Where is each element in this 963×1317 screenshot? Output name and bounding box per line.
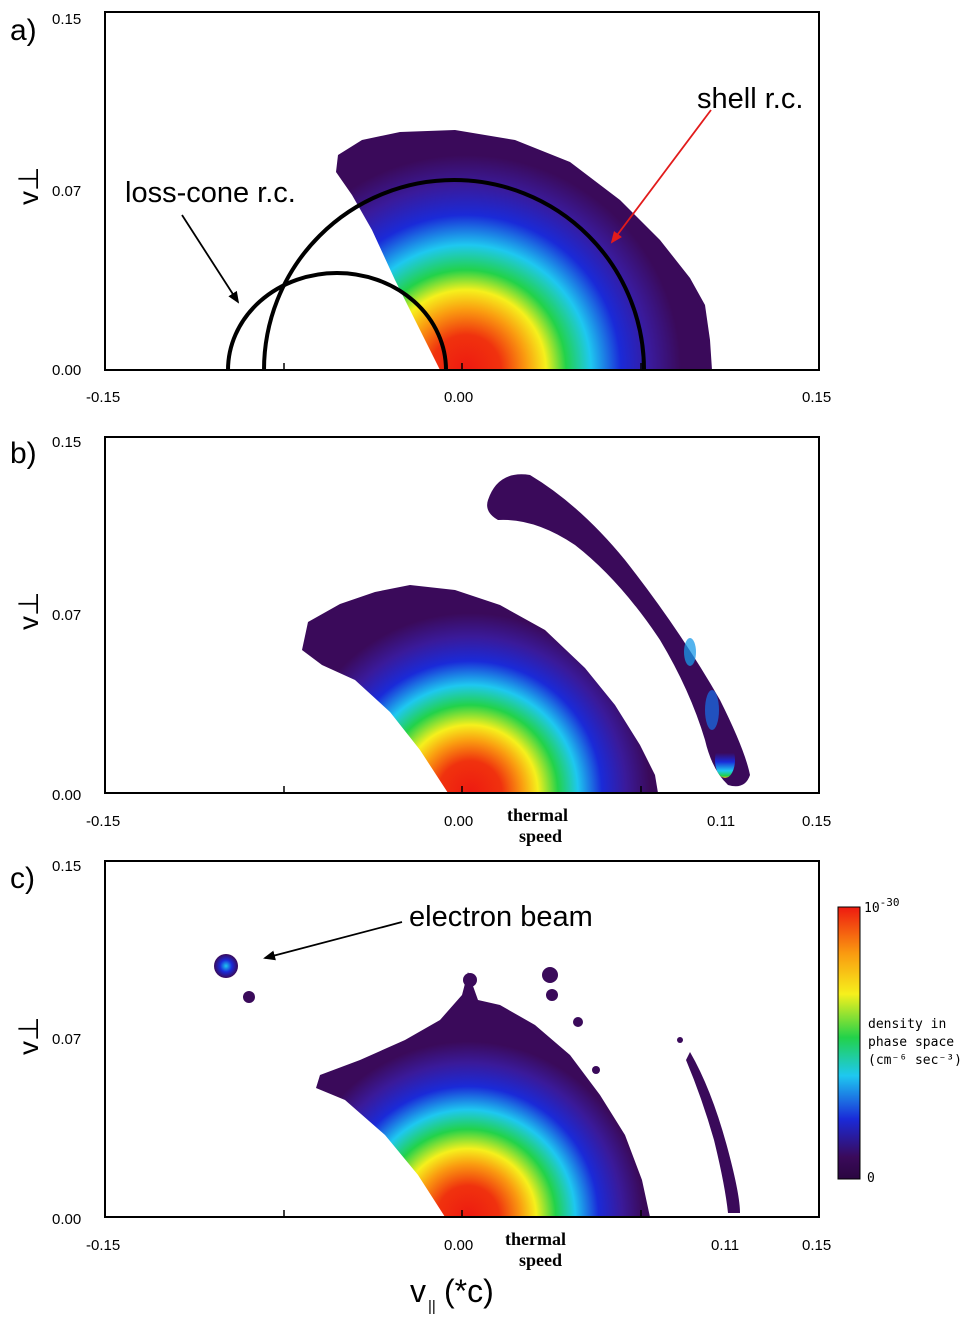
panel-a-distribution bbox=[336, 130, 712, 370]
svg-text:(*c): (*c) bbox=[444, 1273, 494, 1309]
panel-c-ytick-mid: 0.07 bbox=[52, 1031, 81, 1048]
panel-a-ylabel: v⊥ bbox=[13, 167, 44, 205]
panel-b-letter: b) bbox=[10, 437, 37, 470]
panel-c-ytick-top: 0.15 bbox=[52, 858, 81, 875]
panel-c-letter: c) bbox=[10, 862, 35, 895]
panel-b-xtick-zero: 0.00 bbox=[444, 813, 473, 830]
panel-a-xtick-right: 0.15 bbox=[802, 389, 831, 406]
panel-b: b) 0.15 0.07 0.00 v⊥ -0.15 0.00 0.11 0.1… bbox=[10, 434, 831, 846]
panel-c-xtick-zero: 0.00 bbox=[444, 1237, 473, 1254]
panel-c-distribution bbox=[316, 972, 650, 1217]
electron-beam-arrow bbox=[263, 921, 403, 961]
panel-c-xtick-011: 0.11 bbox=[711, 1237, 739, 1254]
panel-a-ytick-mid: 0.07 bbox=[52, 183, 81, 200]
panel-b-xtick-left: -0.15 bbox=[86, 813, 120, 830]
panel-b-thermal-label: thermal bbox=[507, 805, 568, 825]
colorbar-gradient bbox=[837, 906, 861, 1180]
colorbar-title-line2: phase space bbox=[868, 1035, 954, 1050]
panel-a-xtick-zero: 0.00 bbox=[444, 389, 473, 406]
colorbar: 10-30 0 density in phase space (cm⁻⁶ sec… bbox=[837, 896, 962, 1186]
panel-b-ytick-bottom: 0.00 bbox=[52, 787, 81, 804]
panel-c-xtick-left: -0.15 bbox=[86, 1237, 120, 1254]
colorbar-title-line1: density in bbox=[868, 1017, 946, 1032]
colorbar-title-line3: (cm⁻⁶ sec⁻³) bbox=[868, 1053, 962, 1068]
panel-b-ylabel: v⊥ bbox=[13, 592, 44, 630]
panel-c-xtick-right: 0.15 bbox=[802, 1237, 831, 1254]
shell-circle bbox=[262, 178, 646, 371]
panel-c-shell-remnant bbox=[686, 1052, 740, 1213]
colorbar-bottom-label: 0 bbox=[867, 1171, 875, 1186]
panel-c-ylabel: v⊥ bbox=[13, 1017, 44, 1055]
electron-beam-annotation: electron beam bbox=[409, 901, 593, 933]
panel-c-thermal-label: thermal bbox=[505, 1229, 566, 1249]
x-axis-title: v || (*c) bbox=[410, 1273, 494, 1315]
panel-c-ytick-bottom: 0.00 bbox=[52, 1211, 81, 1228]
panel-b-ytick-mid: 0.07 bbox=[52, 607, 81, 624]
panel-a-letter: a) bbox=[10, 14, 37, 47]
colorbar-top-label: 10-30 bbox=[864, 896, 900, 916]
shell-arrow bbox=[610, 109, 712, 244]
panel-c-speed-label: speed bbox=[519, 1250, 562, 1270]
panel-a-xtick-left: -0.15 bbox=[86, 389, 120, 406]
svg-text:v: v bbox=[410, 1273, 426, 1309]
panel-a: a) 0.15 0.07 0.00 v⊥ -0.15 0.00 0.15 los… bbox=[10, 11, 831, 406]
electron-beam-spot bbox=[214, 954, 238, 978]
panel-a-ytick-bottom: 0.00 bbox=[52, 362, 81, 379]
shell-annotation: shell r.c. bbox=[697, 83, 803, 115]
svg-text:||: || bbox=[428, 1298, 436, 1315]
panel-b-xtick-right: 0.15 bbox=[802, 813, 831, 830]
panel-c: c) 0.15 0.07 0.00 v⊥ -0.15 0.00 0.11 0.1… bbox=[10, 858, 831, 1315]
panel-b-speed-label: speed bbox=[519, 826, 562, 846]
panel-b-distribution bbox=[302, 585, 658, 793]
loss-cone-arrow bbox=[181, 214, 240, 304]
panel-b-ytick-top: 0.15 bbox=[52, 434, 81, 451]
panel-b-xtick-011: 0.11 bbox=[707, 813, 735, 830]
loss-cone-annotation: loss-cone r.c. bbox=[125, 177, 296, 209]
loss-cone-circle bbox=[226, 271, 448, 371]
panel-b-shell-hotspot bbox=[715, 742, 735, 778]
panel-a-ytick-top: 0.15 bbox=[52, 11, 81, 28]
